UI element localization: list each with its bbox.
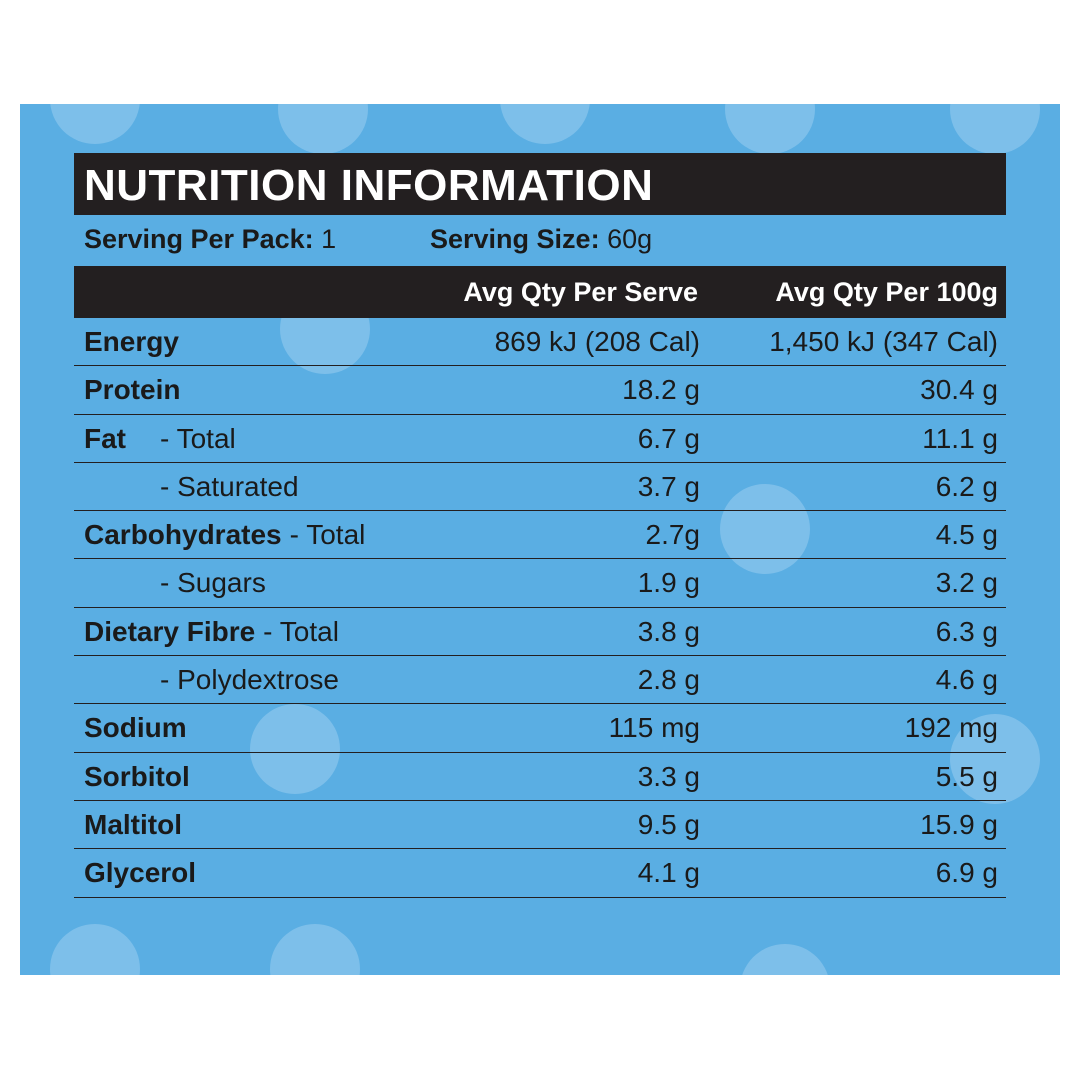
table-row: Dietary Fibre - Total 3.8 g 6.3 g <box>74 608 1006 657</box>
nutrient-sub-label: - Sugars <box>160 567 266 599</box>
per-100g-value: 5.5 g <box>935 760 998 792</box>
per-100g-value: 3.2 g <box>935 567 998 599</box>
column-header: Avg Qty Per 100g <box>775 277 998 307</box>
value: 60g <box>607 224 653 254</box>
per-100g-value: 192 mg <box>904 712 998 744</box>
nutrient-name: Sorbitol <box>84 760 190 792</box>
per-100g-value: 30.4 g <box>920 374 998 406</box>
value: 1 <box>321 224 337 254</box>
title-bar: NUTRITION INFORMATION <box>74 153 1006 215</box>
per-100g-value: 1,450 kJ (347 Cal) <box>769 326 998 357</box>
label: Serving Per Pack: <box>84 224 314 254</box>
per-100g-value: 4.6 g <box>935 664 998 696</box>
per-serve-value: 3.7 g <box>637 470 700 502</box>
table-row: Carbohydrates - Total 2.7g 4.5 g <box>74 511 1006 560</box>
column-header: Avg Qty Per Serve <box>463 277 698 307</box>
per-serve-value: 2.7g <box>645 519 701 551</box>
per-serve-value: 9.5 g <box>637 808 700 840</box>
table-row: Protein 18.2 g 30.4 g <box>74 366 1006 415</box>
nutrient-name: Maltitol <box>84 808 182 840</box>
per-100g-value: 11.1 g <box>922 422 998 454</box>
per-100g-value: 4.5 g <box>935 519 998 551</box>
per-100g-value: 6.2 g <box>935 470 998 502</box>
per-100g-value: 6.3 g <box>935 615 998 647</box>
nutrient-name: Fat <box>84 422 126 454</box>
table-row: Energy 869 kJ (208 Cal) 1,450 kJ (347 Cal) <box>74 318 1006 367</box>
per-serve-value: 115 mg <box>608 712 700 744</box>
table-row: Glycerol 4.1 g 6.9 g <box>74 849 1006 898</box>
nutrient-sub-label: - Total <box>160 422 236 454</box>
table-body: Energy 869 kJ (208 Cal) 1,450 kJ (347 Cal)… <box>74 318 1006 898</box>
nutrient-sub-label: - Saturated <box>160 470 299 502</box>
nutrient-name: Dietary Fibre <box>84 615 256 647</box>
table-row: - Sugars 1.9 g 3.2 g <box>74 559 1006 608</box>
per-serve-value: 2.8 g <box>637 664 700 696</box>
per-serve-value: 6.7 g <box>637 422 700 454</box>
nutrient-sub-label: - Total <box>289 519 366 551</box>
serving-size: Serving Size: 60g <box>430 224 652 255</box>
per-serve-value: 869 kJ (208 Cal) <box>494 326 700 357</box>
table-row: - Polydextrose 2.8 g 4.6 g <box>74 656 1006 705</box>
per-serve-value: 1.9 g <box>637 567 700 599</box>
per-serve-value: 18.2 g <box>622 374 700 406</box>
serving-per-pack: Serving Per Pack: 1 <box>84 224 336 255</box>
nutrient-name: Energy <box>84 326 179 357</box>
per-100g-value: 6.9 g <box>935 857 998 889</box>
per-serve-value: 4.1 g <box>637 857 700 889</box>
table-row: - Saturated 3.7 g 6.2 g <box>74 463 1006 512</box>
nutrient-name: Carbohydrates <box>84 519 282 551</box>
per-serve-value: 3.8 g <box>637 615 700 647</box>
table-row: Maltitol 9.5 g 15.9 g <box>74 801 1006 850</box>
nutrient-sub-label: - Total <box>263 615 339 647</box>
table-row: Fat - Total 6.7 g 11.1 g <box>74 415 1006 463</box>
table-row: Sorbitol 3.3 g 5.5 g <box>74 753 1006 801</box>
nutrient-name: Sodium <box>84 712 187 744</box>
nutrient-name: Glycerol <box>84 857 197 889</box>
per-100g-value: 15.9 g <box>920 808 998 840</box>
label: Serving Size: <box>430 224 600 254</box>
nutrient-name: Protein <box>84 374 181 406</box>
table-row: Sodium 115 mg 192 mg <box>74 704 1006 753</box>
title: NUTRITION INFORMATION <box>84 161 654 210</box>
column-header-bar: Avg Qty Per Serve Avg Qty Per 100g <box>74 266 1006 318</box>
per-serve-value: 3.3 g <box>637 760 700 792</box>
nutrient-sub-label: - Polydextrose <box>160 664 339 696</box>
